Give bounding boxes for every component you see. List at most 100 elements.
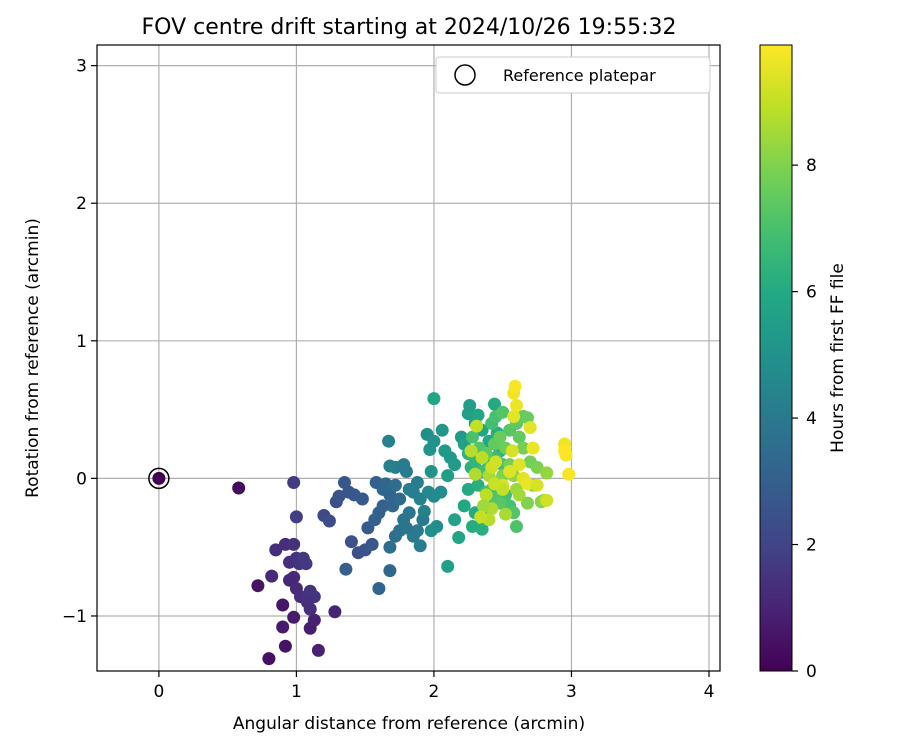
data-point — [488, 397, 501, 411]
data-point — [269, 543, 283, 557]
data-point — [402, 482, 416, 496]
chart-title: FOV centre drift starting at 2024/10/26 … — [142, 15, 677, 40]
data-point — [558, 444, 572, 458]
data-point — [383, 459, 397, 473]
data-point — [540, 493, 554, 507]
data-point — [521, 496, 534, 510]
data-point — [488, 477, 501, 491]
data-point — [468, 467, 482, 481]
x-tick-label: 2 — [429, 682, 440, 702]
data-point — [427, 392, 441, 406]
x-tick-label: 4 — [704, 682, 715, 702]
data-point — [232, 481, 246, 495]
data-point — [466, 430, 479, 444]
data-point — [505, 444, 519, 458]
data-point — [383, 540, 397, 554]
data-point — [393, 492, 407, 506]
data-point — [251, 579, 265, 593]
data-point — [355, 492, 369, 506]
data-point — [516, 441, 530, 455]
data-point — [463, 399, 477, 412]
data-point — [307, 613, 321, 627]
data-point — [287, 476, 301, 489]
data-point — [338, 476, 351, 489]
data-point — [435, 423, 449, 437]
data-point — [512, 458, 526, 472]
data-point — [311, 643, 325, 657]
data-point — [475, 451, 489, 465]
data-point — [287, 537, 301, 551]
data-point — [464, 444, 478, 458]
data-point — [339, 562, 353, 576]
colorbar-tick-label: 8 — [806, 156, 817, 176]
data-point — [470, 419, 484, 433]
data-point — [526, 441, 540, 455]
data-point — [508, 379, 522, 393]
data-point — [452, 531, 466, 544]
data-point — [417, 504, 431, 518]
colorbar — [759, 44, 793, 672]
legend-box — [435, 56, 711, 94]
x-tick-label: 3 — [566, 682, 577, 702]
data-points — [152, 379, 576, 666]
data-point — [424, 524, 438, 538]
data-point — [496, 405, 510, 419]
data-point — [276, 598, 290, 612]
legend-entry-reference: Reference platepar — [503, 66, 656, 85]
grid-lines — [97, 45, 720, 671]
data-point — [441, 469, 455, 483]
y-axis-label: Rotation from reference (arcmin) — [23, 218, 43, 498]
data-point — [383, 564, 397, 578]
data-point — [328, 605, 342, 619]
data-point — [512, 430, 526, 444]
data-point — [441, 559, 455, 573]
data-point — [372, 582, 386, 595]
colorbar-tick-label: 6 — [806, 283, 817, 303]
data-point — [388, 478, 402, 492]
data-point — [540, 466, 554, 480]
data-point — [278, 639, 292, 653]
data-point — [461, 482, 475, 496]
data-point — [344, 535, 358, 549]
data-point — [376, 499, 390, 513]
data-point — [289, 510, 303, 524]
data-point — [413, 539, 427, 553]
data-point — [379, 477, 393, 491]
data-point — [287, 610, 301, 624]
data-point — [510, 399, 523, 412]
data-point — [477, 499, 490, 513]
data-point — [503, 465, 517, 478]
data-point — [423, 443, 437, 456]
data-point — [276, 620, 290, 634]
plot-area-frame — [96, 44, 721, 672]
data-point — [523, 421, 537, 434]
data-point — [562, 467, 576, 481]
data-point — [299, 557, 313, 571]
data-point — [365, 537, 379, 551]
x-ticks: 0 1 2 3 4 — [153, 671, 714, 702]
colorbar-tick-label: 0 — [806, 662, 817, 682]
data-point — [489, 455, 503, 469]
reference-marker — [148, 467, 170, 490]
data-point — [410, 524, 424, 538]
data-point — [448, 513, 462, 527]
data-point — [448, 458, 462, 472]
data-point — [382, 434, 396, 448]
data-point — [265, 569, 279, 583]
legend: Reference platepar — [435, 56, 711, 94]
data-point — [322, 514, 336, 528]
data-point — [383, 488, 397, 502]
data-point — [521, 477, 534, 491]
data-point — [530, 460, 544, 474]
data-point — [499, 507, 512, 521]
data-point — [434, 485, 448, 499]
y-tick-label: 2 — [76, 194, 87, 214]
reference-platepar-marker — [148, 467, 170, 490]
legend-marker-icon — [454, 64, 476, 86]
colorbar-tick-label: 4 — [806, 409, 817, 429]
data-point — [530, 478, 544, 492]
data-point — [474, 510, 488, 524]
x-tick-label: 1 — [291, 682, 302, 702]
y-ticks: −1 0 1 2 3 — [62, 57, 97, 627]
